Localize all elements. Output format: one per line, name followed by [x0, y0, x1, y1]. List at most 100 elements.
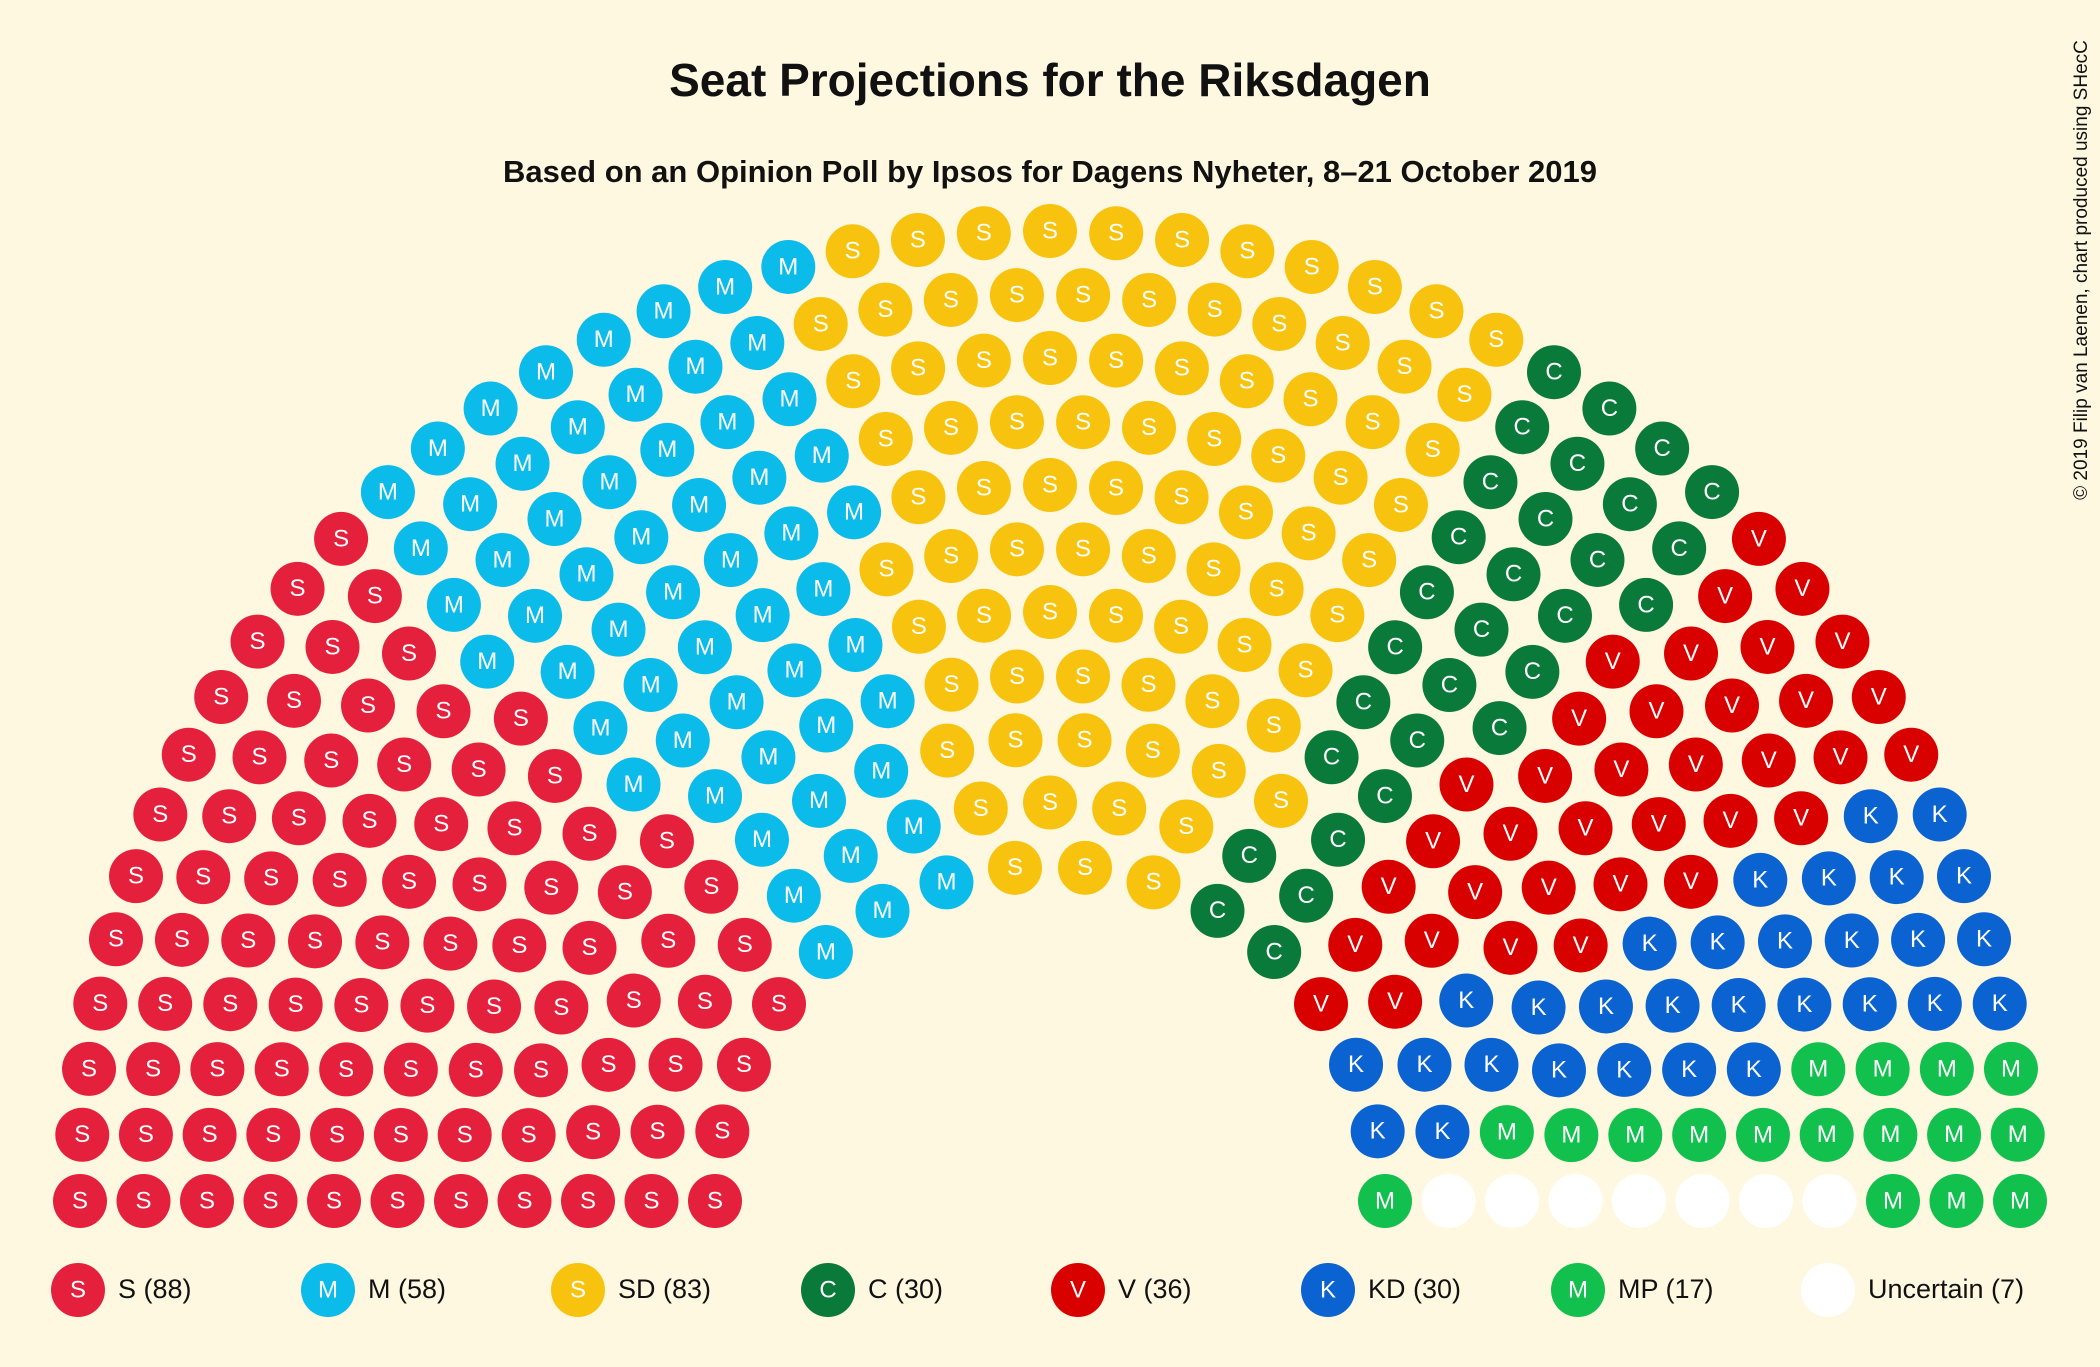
seat: [1336, 675, 1391, 730]
seat-letter: K: [1551, 1057, 1567, 1084]
seat: [1703, 793, 1758, 848]
seat-letter: V: [1759, 633, 1775, 660]
seat-letter: V: [1613, 756, 1629, 783]
seat: [684, 859, 739, 914]
seat-letter: K: [1992, 990, 2008, 1017]
seat: [355, 915, 410, 970]
credit: © 2019 Filip van Laenen, chart produced …: [2071, 40, 2092, 500]
legend-symbol: V: [1070, 1276, 1086, 1303]
seat-letter: M: [536, 359, 556, 386]
seat: [1705, 678, 1760, 733]
seat: [1247, 925, 1302, 980]
seat-letter: S: [396, 751, 412, 778]
seat: [1869, 850, 1924, 905]
seat-letter: S: [513, 705, 529, 732]
seat: [1023, 458, 1077, 512]
seat: [734, 812, 789, 867]
seat-letter: K: [1956, 863, 1972, 890]
seat-letter: S: [265, 1121, 281, 1148]
seat-letter: M: [558, 658, 578, 685]
seat-letter: C: [1514, 414, 1531, 441]
seat: [798, 925, 853, 980]
seat-letter: S: [697, 988, 713, 1015]
seat: [334, 978, 389, 1033]
seat: [1593, 857, 1648, 912]
seat-letter: M: [727, 689, 747, 716]
seat: [1154, 599, 1209, 654]
seat: [312, 852, 367, 907]
seat-letter: M: [460, 491, 480, 518]
seat-letter: K: [1598, 993, 1614, 1020]
seat: [1813, 730, 1868, 785]
seat: [1983, 1041, 2038, 1096]
seat-letter: S: [1273, 787, 1289, 814]
seat-letter: M: [779, 386, 799, 413]
legend-swatch: [301, 1263, 355, 1317]
seat: [562, 806, 617, 861]
seat: [55, 1107, 110, 1162]
seat: [288, 914, 343, 969]
seat: [1155, 213, 1210, 268]
seat-letter: S: [174, 926, 190, 953]
seat-letter: V: [1688, 751, 1704, 778]
seat: [1685, 465, 1740, 520]
seat: [1058, 840, 1113, 895]
legend: S S (88) M M (58) S SD (83) C C (30) V V (36) K KD …: [51, 1263, 2024, 1317]
seat-letter: M: [1944, 1121, 1964, 1148]
seat-letter: M: [1817, 1121, 1837, 1148]
seat-letter: M: [663, 579, 683, 606]
seat-letter: M: [1883, 1187, 1903, 1214]
seat-letter: S: [1304, 253, 1320, 280]
seat: [1089, 461, 1144, 516]
seat-letter: S: [1361, 546, 1377, 573]
seat-letter: V: [1717, 582, 1733, 609]
legend-symbol: S: [70, 1276, 86, 1303]
seat: [244, 851, 299, 906]
seat: [576, 312, 631, 367]
seat: [1055, 649, 1110, 704]
seat-letter: V: [1794, 575, 1810, 602]
seat-letter: S: [374, 929, 390, 956]
seat-letter: M: [1873, 1055, 1893, 1082]
seat: [1757, 914, 1812, 969]
seat-letter: M: [600, 469, 620, 496]
seat-letter: M: [809, 787, 829, 814]
seat: [767, 643, 822, 698]
seat: [1668, 737, 1723, 792]
seat: [180, 1174, 234, 1228]
seat-letter: M: [1497, 1118, 1517, 1145]
legend-swatch: [801, 1263, 855, 1317]
seat: [1154, 470, 1209, 525]
seat: [138, 976, 193, 1031]
seat-letter: K: [1976, 926, 1992, 953]
seat: [550, 400, 605, 455]
seat: [1675, 1174, 1730, 1228]
seat: [1779, 673, 1834, 728]
legend-symbol: M: [318, 1276, 338, 1303]
seat: [176, 850, 231, 905]
seat-letter: V: [1458, 771, 1474, 798]
seat: [360, 465, 415, 520]
seat: [534, 980, 589, 1035]
seat-letter: S: [845, 368, 861, 395]
seat-letter: S: [353, 991, 369, 1018]
seat: [597, 865, 652, 920]
seat: [648, 1037, 703, 1092]
seat-letter: M: [778, 253, 798, 280]
seat: [688, 769, 743, 824]
seat-letter: V: [1347, 931, 1363, 958]
seat-letter: S: [1146, 869, 1162, 896]
seat: [1304, 730, 1359, 785]
seat-letter: S: [1042, 789, 1058, 816]
seat-letter: V: [1502, 820, 1518, 847]
seat: [924, 657, 979, 712]
seat-letter: S: [486, 993, 502, 1020]
seat-letter: V: [1723, 807, 1739, 834]
seat-letter: M: [513, 450, 533, 477]
seat: [1521, 860, 1576, 915]
seat-letter: S: [736, 1051, 752, 1078]
seat: [1246, 698, 1301, 753]
seat: [416, 684, 471, 739]
seat-letter: K: [1821, 865, 1837, 892]
seat-letter: C: [1524, 658, 1541, 685]
